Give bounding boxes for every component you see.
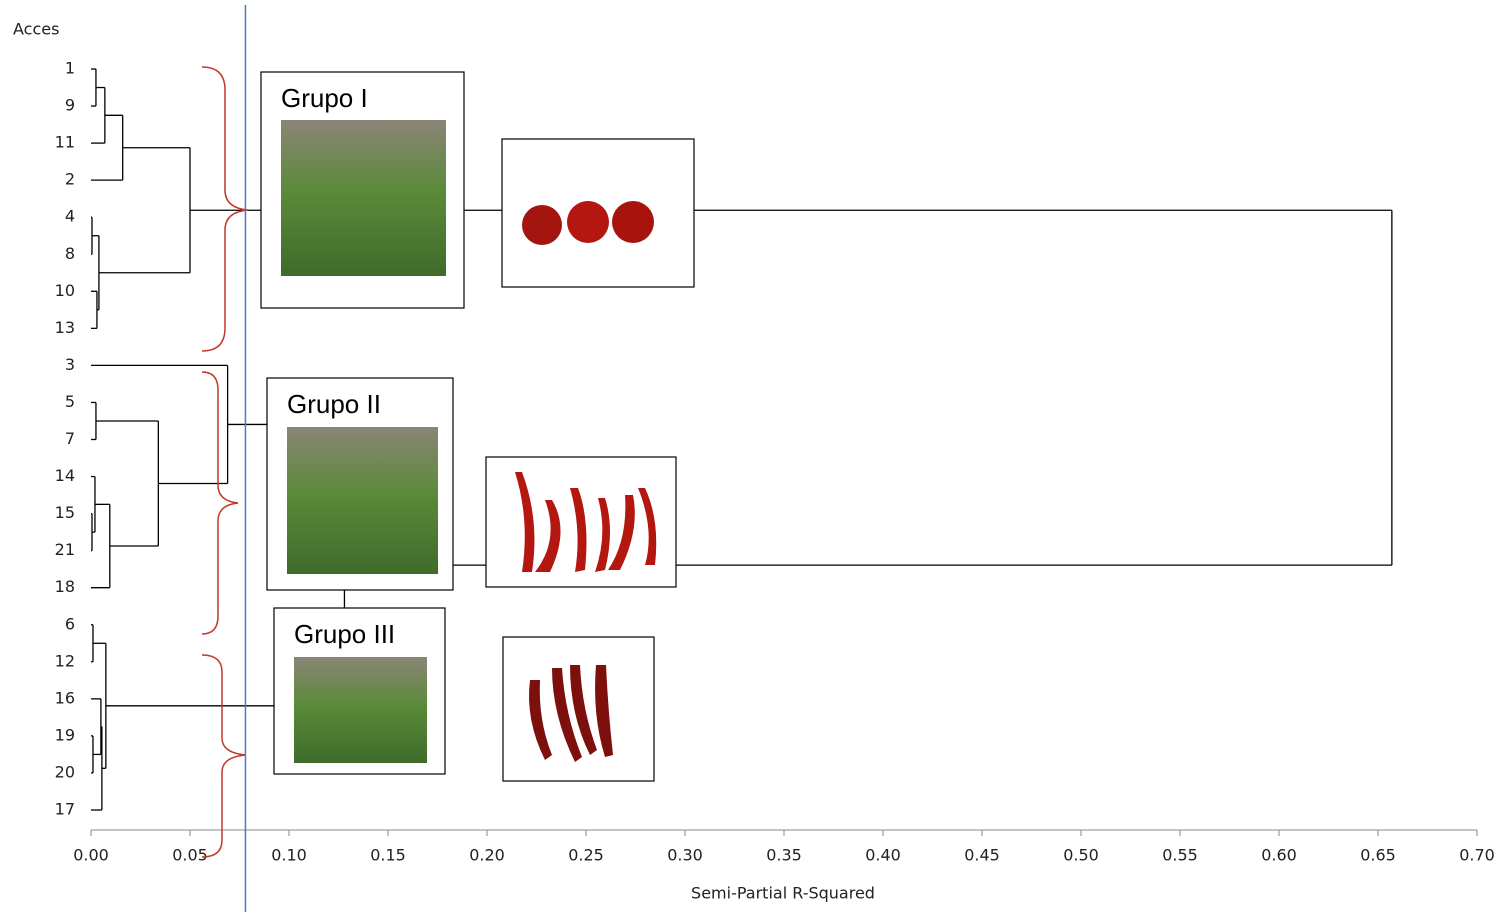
leaf-label: 6 — [65, 614, 75, 633]
x-tick-label: 0.55 — [1162, 846, 1198, 865]
x-tick-label: 0.70 — [1459, 846, 1495, 865]
leaf-label: 17 — [55, 800, 75, 819]
leaf-label: 19 — [55, 725, 75, 744]
leaf-label: 14 — [55, 466, 75, 485]
x-tick-label: 0.15 — [370, 846, 406, 865]
brace — [202, 372, 238, 634]
leaf-label: 2 — [65, 170, 75, 189]
leaf-label: 5 — [65, 392, 75, 411]
leaf-label: 9 — [65, 96, 75, 115]
leaf-label: 7 — [65, 429, 75, 448]
x-tick-label: 0.20 — [469, 846, 505, 865]
plant-photo — [281, 120, 446, 276]
brace — [202, 655, 246, 857]
group-label: Grupo III — [294, 619, 395, 649]
leaf-label: 13 — [55, 318, 75, 337]
x-tick-label: 0.10 — [271, 846, 307, 865]
x-tick-label: 0.65 — [1360, 846, 1396, 865]
brace — [202, 67, 248, 351]
plant-photo — [294, 657, 427, 763]
group-iii-panel: Grupo III — [274, 608, 654, 781]
group-label: Grupo II — [287, 389, 381, 419]
group-braces — [202, 67, 248, 857]
leaf-label: 20 — [55, 762, 75, 781]
leaf-label: 12 — [55, 651, 75, 670]
plant-photo — [287, 427, 438, 574]
x-tick-label: 0.50 — [1063, 846, 1099, 865]
x-tick-label: 0.40 — [865, 846, 901, 865]
leaf-label: 16 — [55, 688, 75, 707]
x-tick-label: 0.35 — [766, 846, 802, 865]
group-ii-panel: Grupo II — [267, 378, 676, 590]
x-tick-label: 0.00 — [73, 846, 109, 865]
leaf-label: 3 — [65, 355, 75, 374]
pepper — [612, 201, 654, 243]
group-label: Grupo I — [281, 83, 368, 113]
leaf-label: 15 — [55, 503, 75, 522]
leaf-label: 18 — [55, 577, 75, 596]
chart: Acces Semi-Partial R-Squared 0.00 0.05 0.1… — [0, 0, 1509, 912]
leaf-label: 1 — [65, 59, 75, 78]
y-axis-label: Acces — [13, 20, 59, 39]
leaf-label: 10 — [55, 281, 75, 300]
x-tick-label: 0.05 — [172, 846, 208, 865]
x-tick-label: 0.45 — [964, 846, 1000, 865]
leaf-label: 4 — [65, 207, 75, 226]
x-tick-label: 0.60 — [1261, 846, 1297, 865]
x-tick-label: 0.25 — [568, 846, 604, 865]
pepper — [567, 201, 609, 243]
leaf-label: 11 — [55, 133, 75, 152]
pepper — [522, 205, 562, 245]
leaf-label: 21 — [55, 540, 75, 559]
x-tick-label: 0.30 — [667, 846, 703, 865]
x-axis-label: Semi-Partial R-Squared — [691, 884, 875, 903]
leaf-label: 8 — [65, 244, 75, 263]
group-i-panel: Grupo I — [261, 72, 694, 308]
